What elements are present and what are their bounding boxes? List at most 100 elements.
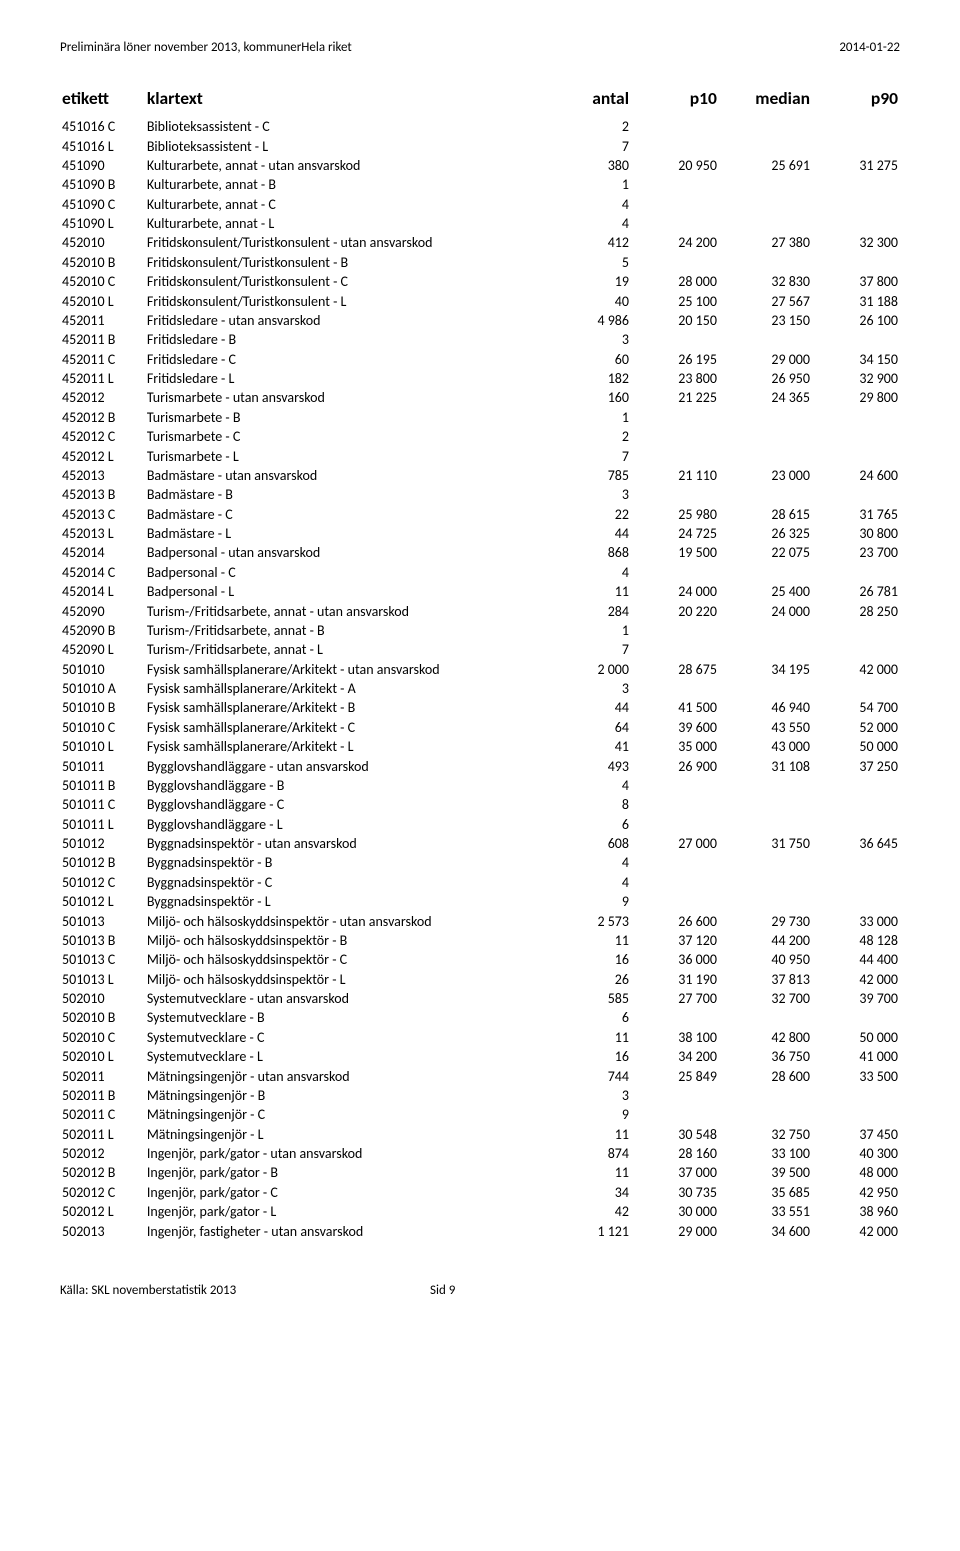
cell-p90: 42 950 <box>812 1183 900 1202</box>
cell-antal: 11 <box>559 931 631 950</box>
cell-p90: 31 765 <box>812 505 900 524</box>
cell-p10: 24 000 <box>631 582 719 601</box>
table-row: 501011 LBygglovshandläggare - L6 <box>60 815 900 834</box>
cell-klartext: Turismarbete - B <box>145 408 559 427</box>
cell-p90: 54 700 <box>812 698 900 717</box>
cell-antal: 2 573 <box>559 911 631 930</box>
table-row: 502012 LIngenjör, park/gator - L4230 000… <box>60 1202 900 1221</box>
cell-median <box>719 446 812 465</box>
cell-antal: 874 <box>559 1144 631 1163</box>
cell-klartext: Systemutvecklare - C <box>145 1028 559 1047</box>
table-row: 501010 AFysisk samhällsplanerare/Arkitek… <box>60 679 900 698</box>
salary-table: etikett klartext antal p10 median p90 45… <box>60 83 900 1241</box>
cell-median: 39 500 <box>719 1163 812 1182</box>
cell-antal: 1 <box>559 621 631 640</box>
cell-p10: 25 100 <box>631 291 719 310</box>
cell-klartext: Kulturarbete, annat - B <box>145 175 559 194</box>
cell-klartext: Systemutvecklare - B <box>145 1008 559 1027</box>
cell-antal: 5 <box>559 253 631 272</box>
cell-p10 <box>631 408 719 427</box>
cell-antal: 26 <box>559 970 631 989</box>
cell-antal: 1 <box>559 408 631 427</box>
cell-klartext: Fritidsledare - B <box>145 330 559 349</box>
cell-p90 <box>812 408 900 427</box>
header-left: Preliminära löner november 2013, kommune… <box>60 40 352 55</box>
cell-etikett: 451090 B <box>60 175 145 194</box>
cell-p10: 34 200 <box>631 1047 719 1066</box>
table-row: 501010Fysisk samhällsplanerare/Arkitekt … <box>60 660 900 679</box>
cell-etikett: 452014 C <box>60 563 145 582</box>
table-row: 451090 BKulturarbete, annat - B1 <box>60 175 900 194</box>
table-row: 501012 LByggnadsinspektör - L9 <box>60 892 900 911</box>
cell-p10: 27 000 <box>631 834 719 853</box>
table-row: 452013 CBadmästare - C2225 98028 61531 7… <box>60 505 900 524</box>
cell-antal: 8 <box>559 795 631 814</box>
cell-etikett: 452014 <box>60 543 145 562</box>
cell-antal: 412 <box>559 233 631 252</box>
cell-antal: 608 <box>559 834 631 853</box>
cell-median: 46 940 <box>719 698 812 717</box>
cell-antal: 4 <box>559 214 631 233</box>
cell-p10: 41 500 <box>631 698 719 717</box>
cell-klartext: Fritidskonsulent/Turistkonsulent - L <box>145 291 559 310</box>
cell-p90 <box>812 621 900 640</box>
cell-antal: 40 <box>559 291 631 310</box>
cell-klartext: Systemutvecklare - L <box>145 1047 559 1066</box>
cell-klartext: Fysisk samhällsplanerare/Arkitekt - utan… <box>145 660 559 679</box>
cell-antal: 44 <box>559 698 631 717</box>
cell-antal: 7 <box>559 640 631 659</box>
cell-median: 32 830 <box>719 272 812 291</box>
document-page: Preliminära löner november 2013, kommune… <box>0 0 960 1328</box>
cell-etikett: 451016 C <box>60 117 145 136</box>
cell-p10: 27 700 <box>631 989 719 1008</box>
cell-p10: 25 980 <box>631 505 719 524</box>
col-p90: p90 <box>812 83 900 117</box>
table-row: 452011 LFritidsledare - L18223 80026 950… <box>60 369 900 388</box>
cell-klartext: Mätningsingenjör - B <box>145 1086 559 1105</box>
cell-p90: 42 000 <box>812 970 900 989</box>
cell-klartext: Miljö- och hälsoskyddsinspektör - C <box>145 950 559 969</box>
cell-p90 <box>812 427 900 446</box>
cell-p10: 36 000 <box>631 950 719 969</box>
cell-median: 32 750 <box>719 1125 812 1144</box>
table-row: 502011 LMätningsingenjör - L1130 54832 7… <box>60 1125 900 1144</box>
table-row: 451016 LBiblioteksassistent - L7 <box>60 136 900 155</box>
cell-p90 <box>812 640 900 659</box>
col-klartext: klartext <box>145 83 559 117</box>
cell-p90 <box>812 195 900 214</box>
cell-p10 <box>631 214 719 233</box>
cell-klartext: Fritidsledare - utan ansvarskod <box>145 311 559 330</box>
cell-p90: 52 000 <box>812 718 900 737</box>
cell-p90 <box>812 795 900 814</box>
cell-p10: 35 000 <box>631 737 719 756</box>
table-row: 451090 LKulturarbete, annat - L4 <box>60 214 900 233</box>
cell-antal: 4 <box>559 776 631 795</box>
cell-klartext: Miljö- och hälsoskyddsinspektör - utan a… <box>145 911 559 930</box>
cell-antal: 493 <box>559 756 631 775</box>
cell-antal: 9 <box>559 892 631 911</box>
cell-p10: 29 000 <box>631 1221 719 1240</box>
cell-p10 <box>631 1086 719 1105</box>
table-row: 452013 LBadmästare - L4424 72526 32530 8… <box>60 524 900 543</box>
cell-etikett: 501011 C <box>60 795 145 814</box>
cell-etikett: 501010 A <box>60 679 145 698</box>
cell-p90 <box>812 873 900 892</box>
cell-antal: 2 000 <box>559 660 631 679</box>
cell-antal: 9 <box>559 1105 631 1124</box>
cell-p90: 39 700 <box>812 989 900 1008</box>
cell-antal: 11 <box>559 1028 631 1047</box>
cell-etikett: 452090 B <box>60 621 145 640</box>
cell-klartext: Turismarbete - utan ansvarskod <box>145 388 559 407</box>
table-header-row: etikett klartext antal p10 median p90 <box>60 83 900 117</box>
table-row: 452090 BTurism-/Fritidsarbete, annat - B… <box>60 621 900 640</box>
table-row: 502012 CIngenjör, park/gator - C3430 735… <box>60 1183 900 1202</box>
cell-p90: 37 250 <box>812 756 900 775</box>
cell-antal: 6 <box>559 815 631 834</box>
cell-median: 33 551 <box>719 1202 812 1221</box>
table-row: 501010 CFysisk samhällsplanerare/Arkitek… <box>60 718 900 737</box>
table-row: 452090 LTurism-/Fritidsarbete, annat - L… <box>60 640 900 659</box>
table-row: 452013 BBadmästare - B3 <box>60 485 900 504</box>
cell-klartext: Fritidskonsulent/Turistkonsulent - utan … <box>145 233 559 252</box>
cell-etikett: 501011 <box>60 756 145 775</box>
cell-klartext: Bygglovshandläggare - utan ansvarskod <box>145 756 559 775</box>
